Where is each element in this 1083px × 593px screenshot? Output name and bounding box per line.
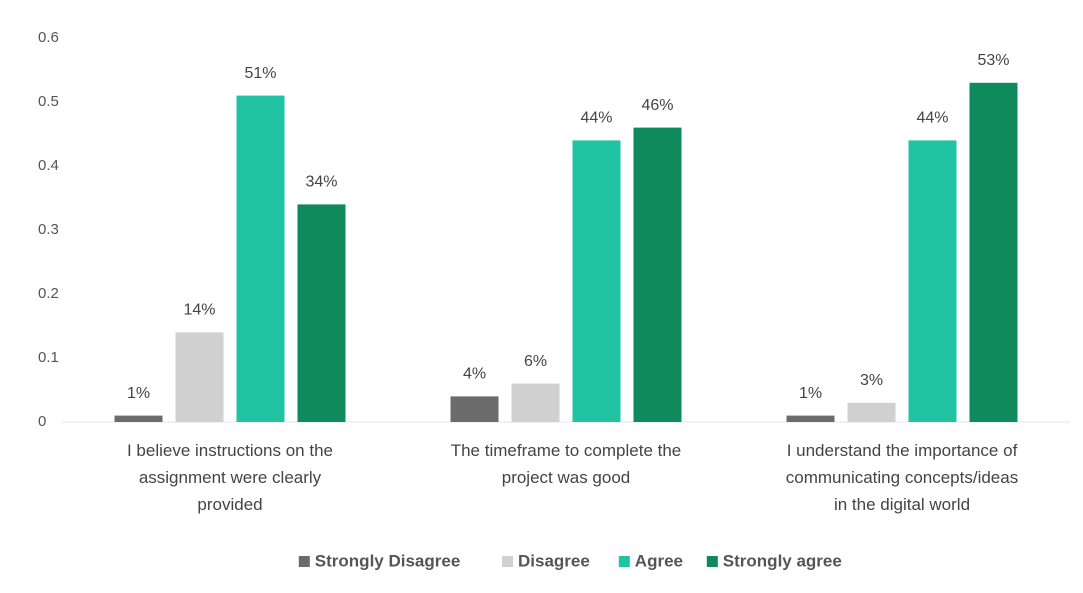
value-label: 14% xyxy=(183,302,215,319)
bar xyxy=(114,415,163,422)
value-label: 1% xyxy=(127,385,150,402)
bar xyxy=(511,383,560,422)
legend-label: Strongly agree xyxy=(723,551,842,570)
value-label: 51% xyxy=(244,65,276,82)
value-label: 46% xyxy=(641,97,673,114)
legend-swatch xyxy=(298,556,310,567)
y-tick-label: 0 xyxy=(38,413,46,430)
y-tick-label: 0.5 xyxy=(38,93,59,110)
legend-label: Disagree xyxy=(518,551,590,570)
bar xyxy=(847,402,896,422)
value-label: 44% xyxy=(916,110,948,127)
value-label: 44% xyxy=(580,110,612,127)
legend-swatch xyxy=(706,556,718,567)
y-tick-label: 0.2 xyxy=(38,285,59,302)
legend-swatch xyxy=(618,556,630,567)
y-tick-label: 0.4 xyxy=(38,157,59,174)
legend-label: Strongly Disagree xyxy=(315,551,461,570)
bar xyxy=(175,332,224,422)
y-tick-label: 0.3 xyxy=(38,221,59,238)
bar xyxy=(633,127,682,422)
bar xyxy=(297,204,346,422)
y-tick-label: 0.1 xyxy=(38,349,59,366)
x-tick-label: I believe instructions on the assignment … xyxy=(127,441,333,514)
legend-label: Agree xyxy=(635,551,683,570)
value-label: 3% xyxy=(860,372,883,389)
y-tick-label: 0.6 xyxy=(38,29,59,46)
x-tick-label: The timeframe to complete the project was… xyxy=(451,441,682,487)
bar xyxy=(236,95,285,422)
bar xyxy=(786,415,835,422)
bar xyxy=(572,140,621,422)
x-tick-label: I understand the importance of communicat… xyxy=(786,441,1018,514)
value-label: 34% xyxy=(305,174,337,191)
value-label: 53% xyxy=(977,52,1009,69)
bar xyxy=(969,82,1018,423)
value-label: 1% xyxy=(799,385,822,402)
value-label: 4% xyxy=(463,366,486,383)
bar xyxy=(908,140,957,422)
bar xyxy=(450,396,499,422)
value-label: 6% xyxy=(524,353,547,370)
legend-swatch xyxy=(502,556,513,567)
